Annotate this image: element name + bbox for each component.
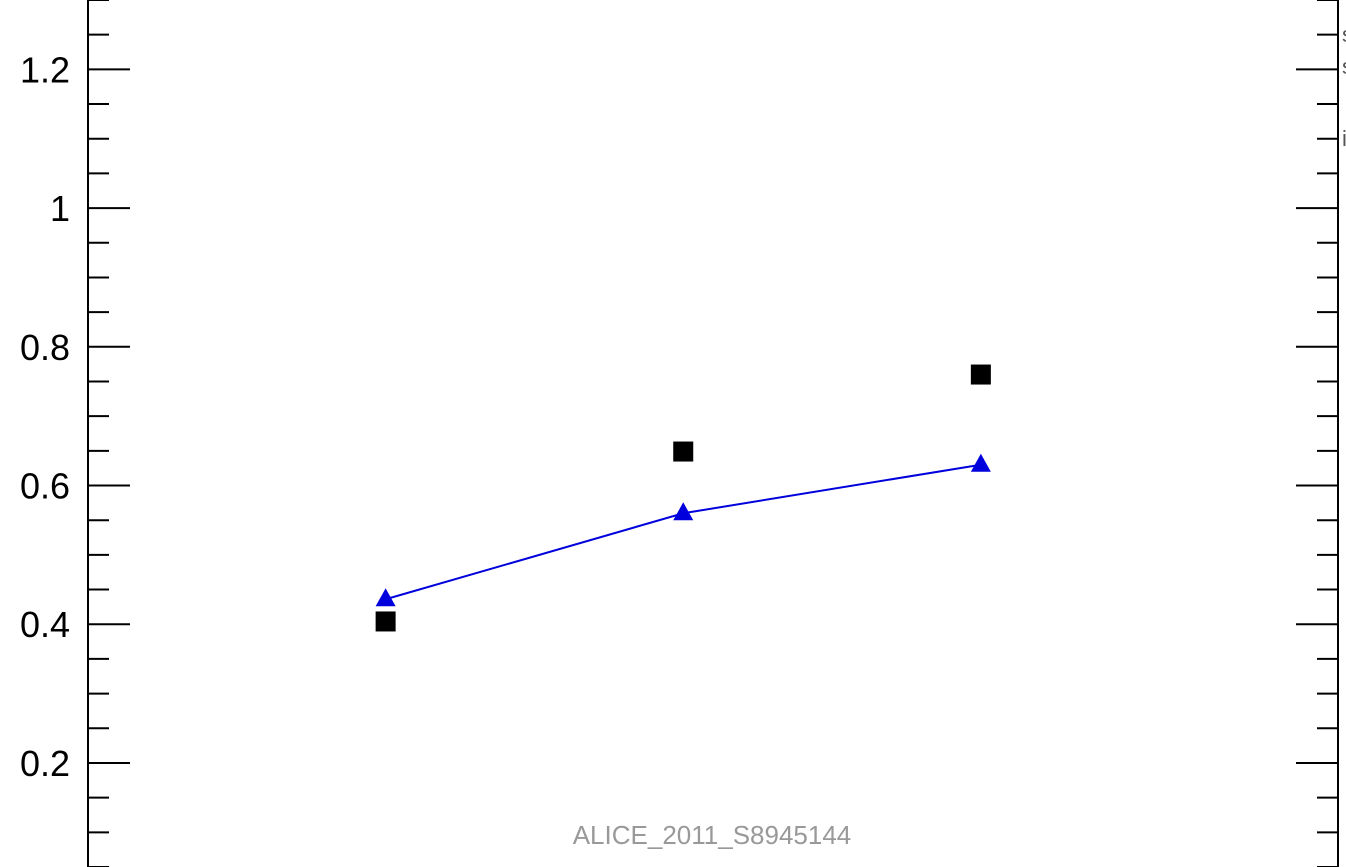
y-tick-label: 0.4: [20, 604, 70, 645]
right-edge-glyph: s: [1342, 22, 1346, 47]
watermark: ALICE_2011_S8945144: [573, 820, 852, 850]
y-tick-label: 0.2: [20, 743, 70, 784]
series-2: [375, 453, 991, 607]
y-tick-labels: 0.2 0.4 0.6 0.8 1 1.2: [20, 49, 70, 784]
series-1: [375, 364, 991, 632]
right-edge-glyph: i: [1342, 126, 1346, 151]
data-point-triangle: [970, 453, 991, 472]
y-tick-label: 1: [50, 188, 70, 229]
y-tick-label: 0.6: [20, 466, 70, 507]
data-point-triangle: [375, 588, 396, 607]
axes: 0.2 0.4 0.6 0.8 1 1.2: [20, 0, 1339, 867]
y-ticks: [88, 0, 1338, 867]
right-edge-glyph: s: [1342, 54, 1346, 79]
right-edge-text: s s i: [1342, 22, 1346, 151]
series-line: [385, 463, 982, 601]
data-point-triangle: [673, 502, 694, 521]
series-layer: [375, 364, 991, 632]
y-tick-label: 1.2: [20, 49, 70, 90]
data-point-square: [673, 441, 694, 462]
y-tick-label: 0.8: [20, 327, 70, 368]
data-point-square: [375, 611, 396, 632]
data-point-square: [970, 364, 991, 385]
